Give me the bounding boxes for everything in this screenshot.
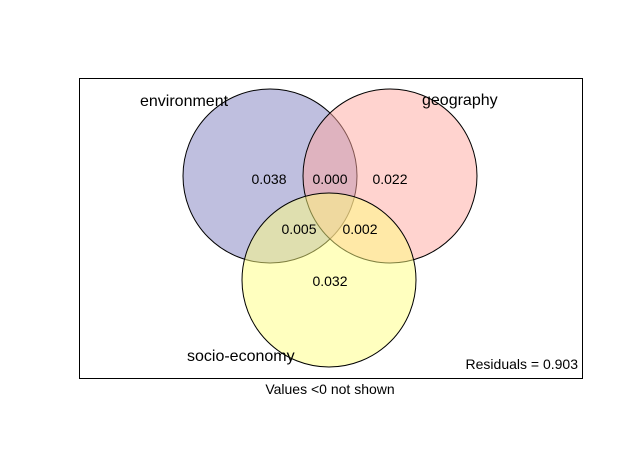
region-environment-only: 0.038: [251, 171, 286, 187]
region-environment-geography: 0.000: [312, 171, 347, 187]
region-environment-socio: 0.005: [281, 221, 316, 237]
socio-economy-circle: [241, 192, 417, 368]
region-socio-only: 0.032: [312, 273, 347, 289]
residuals-label: Residuals = 0.903: [466, 356, 579, 372]
set-label-environment: environment: [140, 93, 229, 110]
footnote: Values <0 not shown: [265, 381, 394, 397]
plot-frame: [79, 78, 583, 379]
set-label-socio-economy: socio-economy: [187, 348, 295, 365]
region-geography-socio: 0.002: [342, 221, 377, 237]
region-geography-only: 0.022: [372, 171, 407, 187]
set-label-geography: geography: [422, 92, 498, 109]
